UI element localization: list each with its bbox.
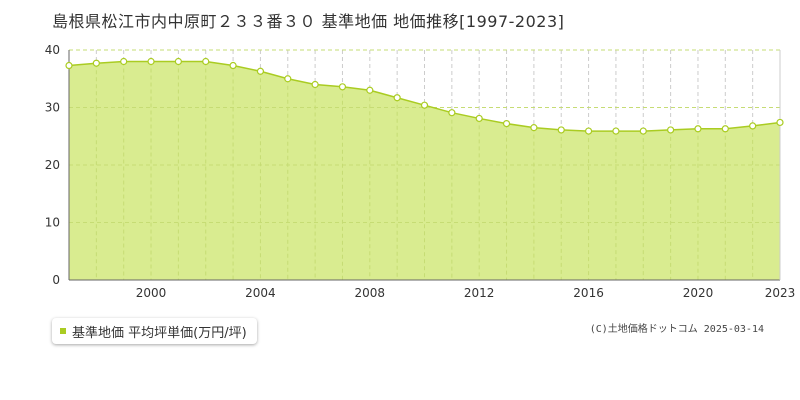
chart-legend: 基準地価 平均坪単価(万円/坪) xyxy=(52,318,257,344)
copyright-text: (C)土地価格ドットコム 2025-03-14 xyxy=(589,324,764,335)
data-point xyxy=(256,67,265,75)
x-tick-label: 2016 xyxy=(573,286,604,300)
data-point xyxy=(174,57,182,66)
x-tick-label: 2004 xyxy=(245,286,276,300)
data-point xyxy=(448,109,456,117)
data-point xyxy=(229,61,237,70)
data-point xyxy=(65,61,73,70)
data-point xyxy=(393,94,401,102)
y-tick-label: 20 xyxy=(45,158,60,172)
area-layer xyxy=(68,49,781,280)
data-point xyxy=(584,127,593,135)
y-tick-label: 10 xyxy=(45,216,60,230)
y-tick-label: 30 xyxy=(45,101,60,115)
data-point xyxy=(776,118,784,127)
data-point xyxy=(284,75,292,83)
data-point xyxy=(749,122,757,130)
legend-swatch xyxy=(60,328,66,334)
data-point xyxy=(366,86,374,94)
data-point xyxy=(530,124,538,132)
data-point xyxy=(502,119,511,128)
data-point xyxy=(420,101,429,109)
data-point xyxy=(147,57,155,66)
data-point xyxy=(338,83,347,91)
data-point xyxy=(557,126,565,134)
x-tick-label: 2012 xyxy=(464,286,495,300)
data-point xyxy=(120,57,128,66)
data-point xyxy=(694,125,702,133)
point-layer xyxy=(65,57,784,135)
y-tick-label: 0 xyxy=(52,273,60,287)
data-point xyxy=(475,114,483,123)
data-point xyxy=(639,127,647,135)
y-tick-label: 40 xyxy=(45,43,60,57)
chart-title: 島根県松江市内中原町２３３番３０ 基準地価 地価推移[1997-2023] xyxy=(52,12,565,31)
data-point xyxy=(612,127,620,135)
legend-label: 基準地価 平均坪単価(万円/坪) xyxy=(72,325,247,341)
x-tick-label: 2020 xyxy=(683,286,714,300)
data-point xyxy=(721,125,729,133)
axis-layer: 0 10 20 30 40 2000 2004 2008 2012 2016 2020 2023 xyxy=(45,43,796,300)
x-tick-label: 2000 xyxy=(136,286,167,300)
data-point xyxy=(311,80,319,89)
data-point xyxy=(202,57,210,66)
data-point xyxy=(92,59,100,67)
x-tick-label: 2008 xyxy=(355,286,386,300)
x-tick-label: 2023 xyxy=(765,286,796,300)
data-point xyxy=(667,126,675,134)
